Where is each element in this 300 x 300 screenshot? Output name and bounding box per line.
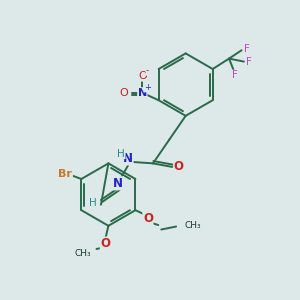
Text: O: O [174,160,184,173]
Text: O: O [143,212,153,225]
Text: N: N [113,177,123,190]
Text: +: + [144,83,151,92]
Text: F: F [246,57,252,67]
Text: O: O [138,71,147,81]
Text: CH₃: CH₃ [74,249,91,258]
Text: N: N [138,88,147,98]
Text: CH₃: CH₃ [184,220,201,230]
Text: N: N [123,152,133,165]
Text: H: H [89,198,97,208]
Text: O: O [119,88,128,98]
Text: Br: Br [58,169,72,178]
Text: -: - [146,66,149,75]
Text: F: F [244,44,250,54]
Text: F: F [232,70,238,80]
Text: H: H [117,148,125,159]
Text: O: O [100,237,110,250]
